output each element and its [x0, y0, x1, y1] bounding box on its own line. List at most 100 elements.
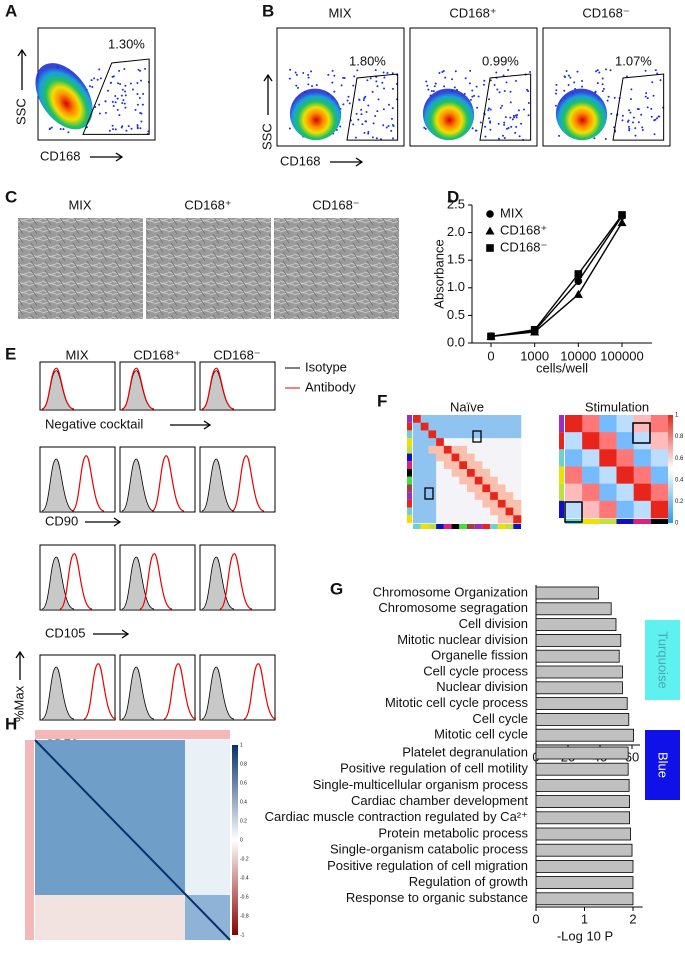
heatmap-cell	[490, 484, 499, 493]
flow-event	[364, 120, 367, 123]
module-bar	[616, 519, 634, 524]
flow-event	[374, 115, 377, 118]
legend-marker	[485, 226, 495, 235]
heatmap-cell	[482, 469, 491, 478]
flow-event	[464, 77, 467, 80]
flow-event	[629, 98, 632, 101]
flow-event	[374, 69, 377, 72]
x-axis-label: cells/well	[536, 360, 588, 375]
flow-event	[515, 125, 518, 128]
highlight	[424, 487, 434, 500]
flow-event	[434, 82, 437, 85]
flow-event	[138, 96, 141, 99]
heatmap-cell	[451, 507, 460, 516]
y-axis-label: SSC	[259, 123, 274, 150]
flow-event	[514, 114, 517, 117]
bar	[535, 811, 631, 825]
flow-event	[650, 107, 653, 110]
heatmap-cell	[505, 415, 514, 424]
heatmap-cell	[459, 461, 468, 470]
flow-event	[382, 124, 385, 127]
heatmap-cell	[490, 469, 499, 478]
x-tick-label: 1	[581, 911, 588, 926]
heatmap-cell	[428, 453, 437, 462]
heatmap-cell	[497, 492, 506, 501]
flow-event	[367, 130, 370, 133]
flow-event	[116, 97, 119, 100]
flow-event	[503, 90, 506, 93]
flow-event	[104, 100, 107, 103]
flow-event	[650, 115, 653, 118]
heatmap-cell	[451, 469, 460, 478]
y-axis-label: %Max	[11, 685, 26, 722]
heatmap-cell	[513, 469, 522, 478]
flow-event	[628, 109, 631, 112]
heatmap-cell	[467, 415, 476, 424]
flow-event	[442, 69, 445, 72]
heatmap-cell	[443, 469, 452, 478]
x-axis-label: CD168	[40, 148, 80, 163]
flow-event	[372, 122, 375, 125]
flow-event	[474, 129, 477, 132]
flow-event	[487, 107, 490, 110]
flow-event	[342, 103, 345, 106]
flow-event	[509, 90, 512, 93]
category-label: Single-multicellular organism process	[313, 777, 529, 792]
heatmap-cell	[451, 461, 460, 470]
module-bar	[559, 432, 564, 450]
colorbar	[232, 745, 238, 935]
arrow-head	[121, 629, 130, 639]
heatmap-cell	[428, 461, 437, 470]
antibody-curve	[71, 455, 105, 512]
heatmap-cell	[490, 422, 499, 431]
module-bar	[407, 515, 412, 523]
bar	[535, 876, 634, 889]
flow-event	[479, 121, 482, 124]
flow-event	[607, 95, 610, 98]
flow-event	[658, 115, 661, 118]
heatmap-cell	[482, 499, 491, 508]
flow-event	[469, 69, 472, 72]
heatmap-cell	[482, 445, 491, 454]
flow-event	[504, 116, 507, 119]
isotype-curve	[121, 666, 155, 720]
module-bar	[407, 453, 412, 462]
y-tick-label: 0.5	[447, 307, 465, 322]
flow-event	[567, 74, 570, 77]
module-bar	[559, 466, 564, 484]
flow-event	[621, 114, 624, 117]
heatmap-cell	[451, 499, 460, 508]
flow-event	[136, 92, 139, 95]
heatmap-cell	[497, 461, 506, 470]
flow-event	[139, 111, 142, 114]
flow-event	[90, 79, 93, 82]
flow-event	[520, 122, 523, 125]
flow-event	[98, 68, 101, 71]
bar	[535, 681, 623, 695]
legend-label: Antibody	[305, 379, 356, 394]
heatmap-cell	[428, 415, 437, 424]
module-bar	[407, 507, 412, 516]
flow-event	[593, 137, 596, 140]
flow-event	[527, 90, 530, 93]
bar	[535, 649, 620, 663]
flow-event	[487, 117, 490, 120]
heatmap-cell	[413, 515, 422, 524]
flow-event	[503, 137, 506, 140]
flow-event	[469, 98, 472, 101]
heatmap-cell	[459, 415, 468, 424]
heatmap-cell	[413, 499, 422, 508]
heatmap-cell	[443, 461, 452, 470]
flow-event	[606, 99, 609, 102]
heatmap-cell	[436, 515, 445, 524]
flow-event	[289, 68, 292, 71]
heatmap-cell	[436, 492, 445, 501]
x-tick-label: 1000	[520, 348, 549, 363]
legend-label: Isotype	[305, 359, 347, 374]
heatmap-cell	[490, 438, 499, 447]
flow-event	[604, 68, 607, 71]
flow-event	[609, 69, 612, 72]
heatmap-cell	[490, 461, 499, 470]
flow-event	[111, 124, 114, 127]
